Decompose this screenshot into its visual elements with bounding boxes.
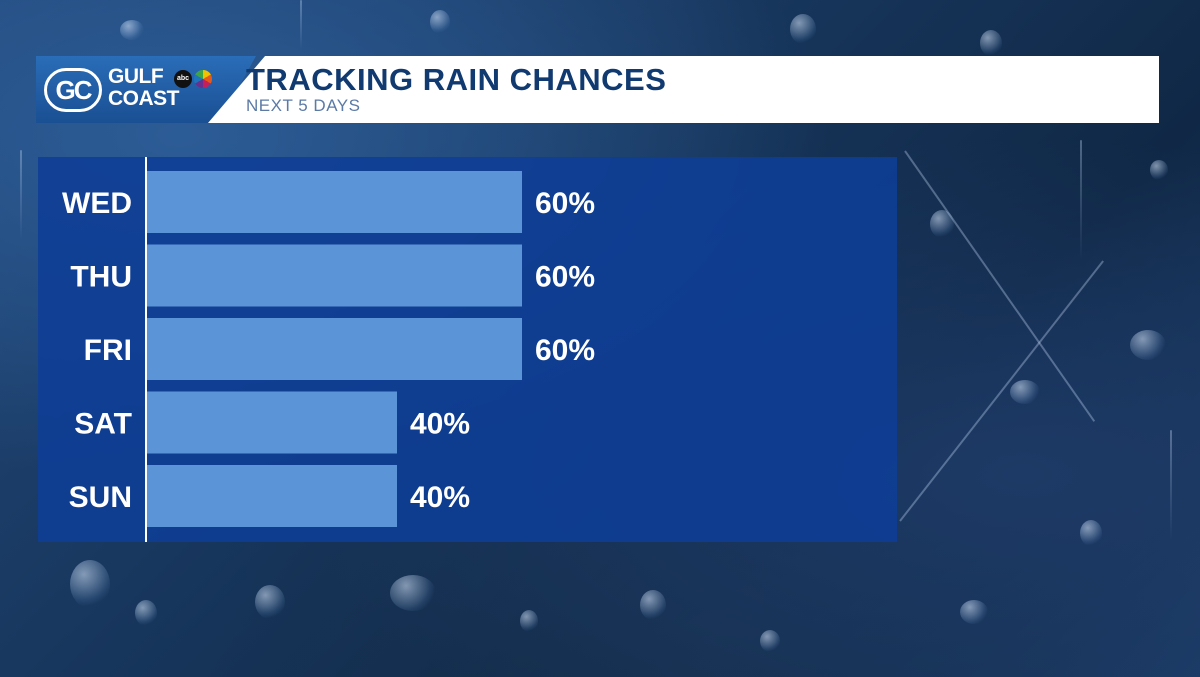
category-label-fri: FRI bbox=[84, 334, 132, 367]
bar-wed bbox=[147, 171, 522, 233]
value-label-wed: 60% bbox=[535, 187, 595, 220]
bar-thu bbox=[147, 244, 522, 307]
category-label-sun: SUN bbox=[69, 481, 132, 514]
logo-monogram: GC bbox=[44, 68, 102, 112]
rain-chance-bar-chart: WED 60% THU 60% FRI 60% SAT 40% SUN 40% bbox=[62, 157, 595, 542]
graphic-subtitle: NEXT 5 DAYS bbox=[246, 96, 361, 115]
graphic-title: TRACKING RAIN CHANCES bbox=[246, 62, 667, 97]
bar-sun bbox=[147, 465, 397, 527]
value-label-sat: 40% bbox=[410, 408, 470, 441]
nbc-peacock-icon bbox=[194, 70, 212, 88]
value-label-fri: 60% bbox=[535, 334, 595, 367]
title-plate bbox=[208, 56, 1159, 123]
value-label-sun: 40% bbox=[410, 481, 470, 514]
logo-wordmark: GULF COAST bbox=[108, 65, 180, 110]
bar-sat bbox=[147, 391, 397, 454]
category-label-wed: WED bbox=[62, 187, 132, 220]
abc-logo-icon: abc bbox=[174, 70, 192, 88]
bar-fri bbox=[147, 318, 522, 380]
logo-line-2: COAST bbox=[108, 87, 180, 110]
category-label-sat: SAT bbox=[74, 408, 132, 441]
logo-line-1: GULF bbox=[108, 65, 164, 88]
value-label-thu: 60% bbox=[535, 261, 595, 294]
header-bar: GC GULF COAST abc TRACKING RAIN CHANCES … bbox=[36, 56, 1159, 123]
category-label-thu: THU bbox=[70, 261, 132, 294]
chart-panel: WED 60% THU 60% FRI 60% SAT 40% SUN 40% bbox=[38, 157, 897, 542]
